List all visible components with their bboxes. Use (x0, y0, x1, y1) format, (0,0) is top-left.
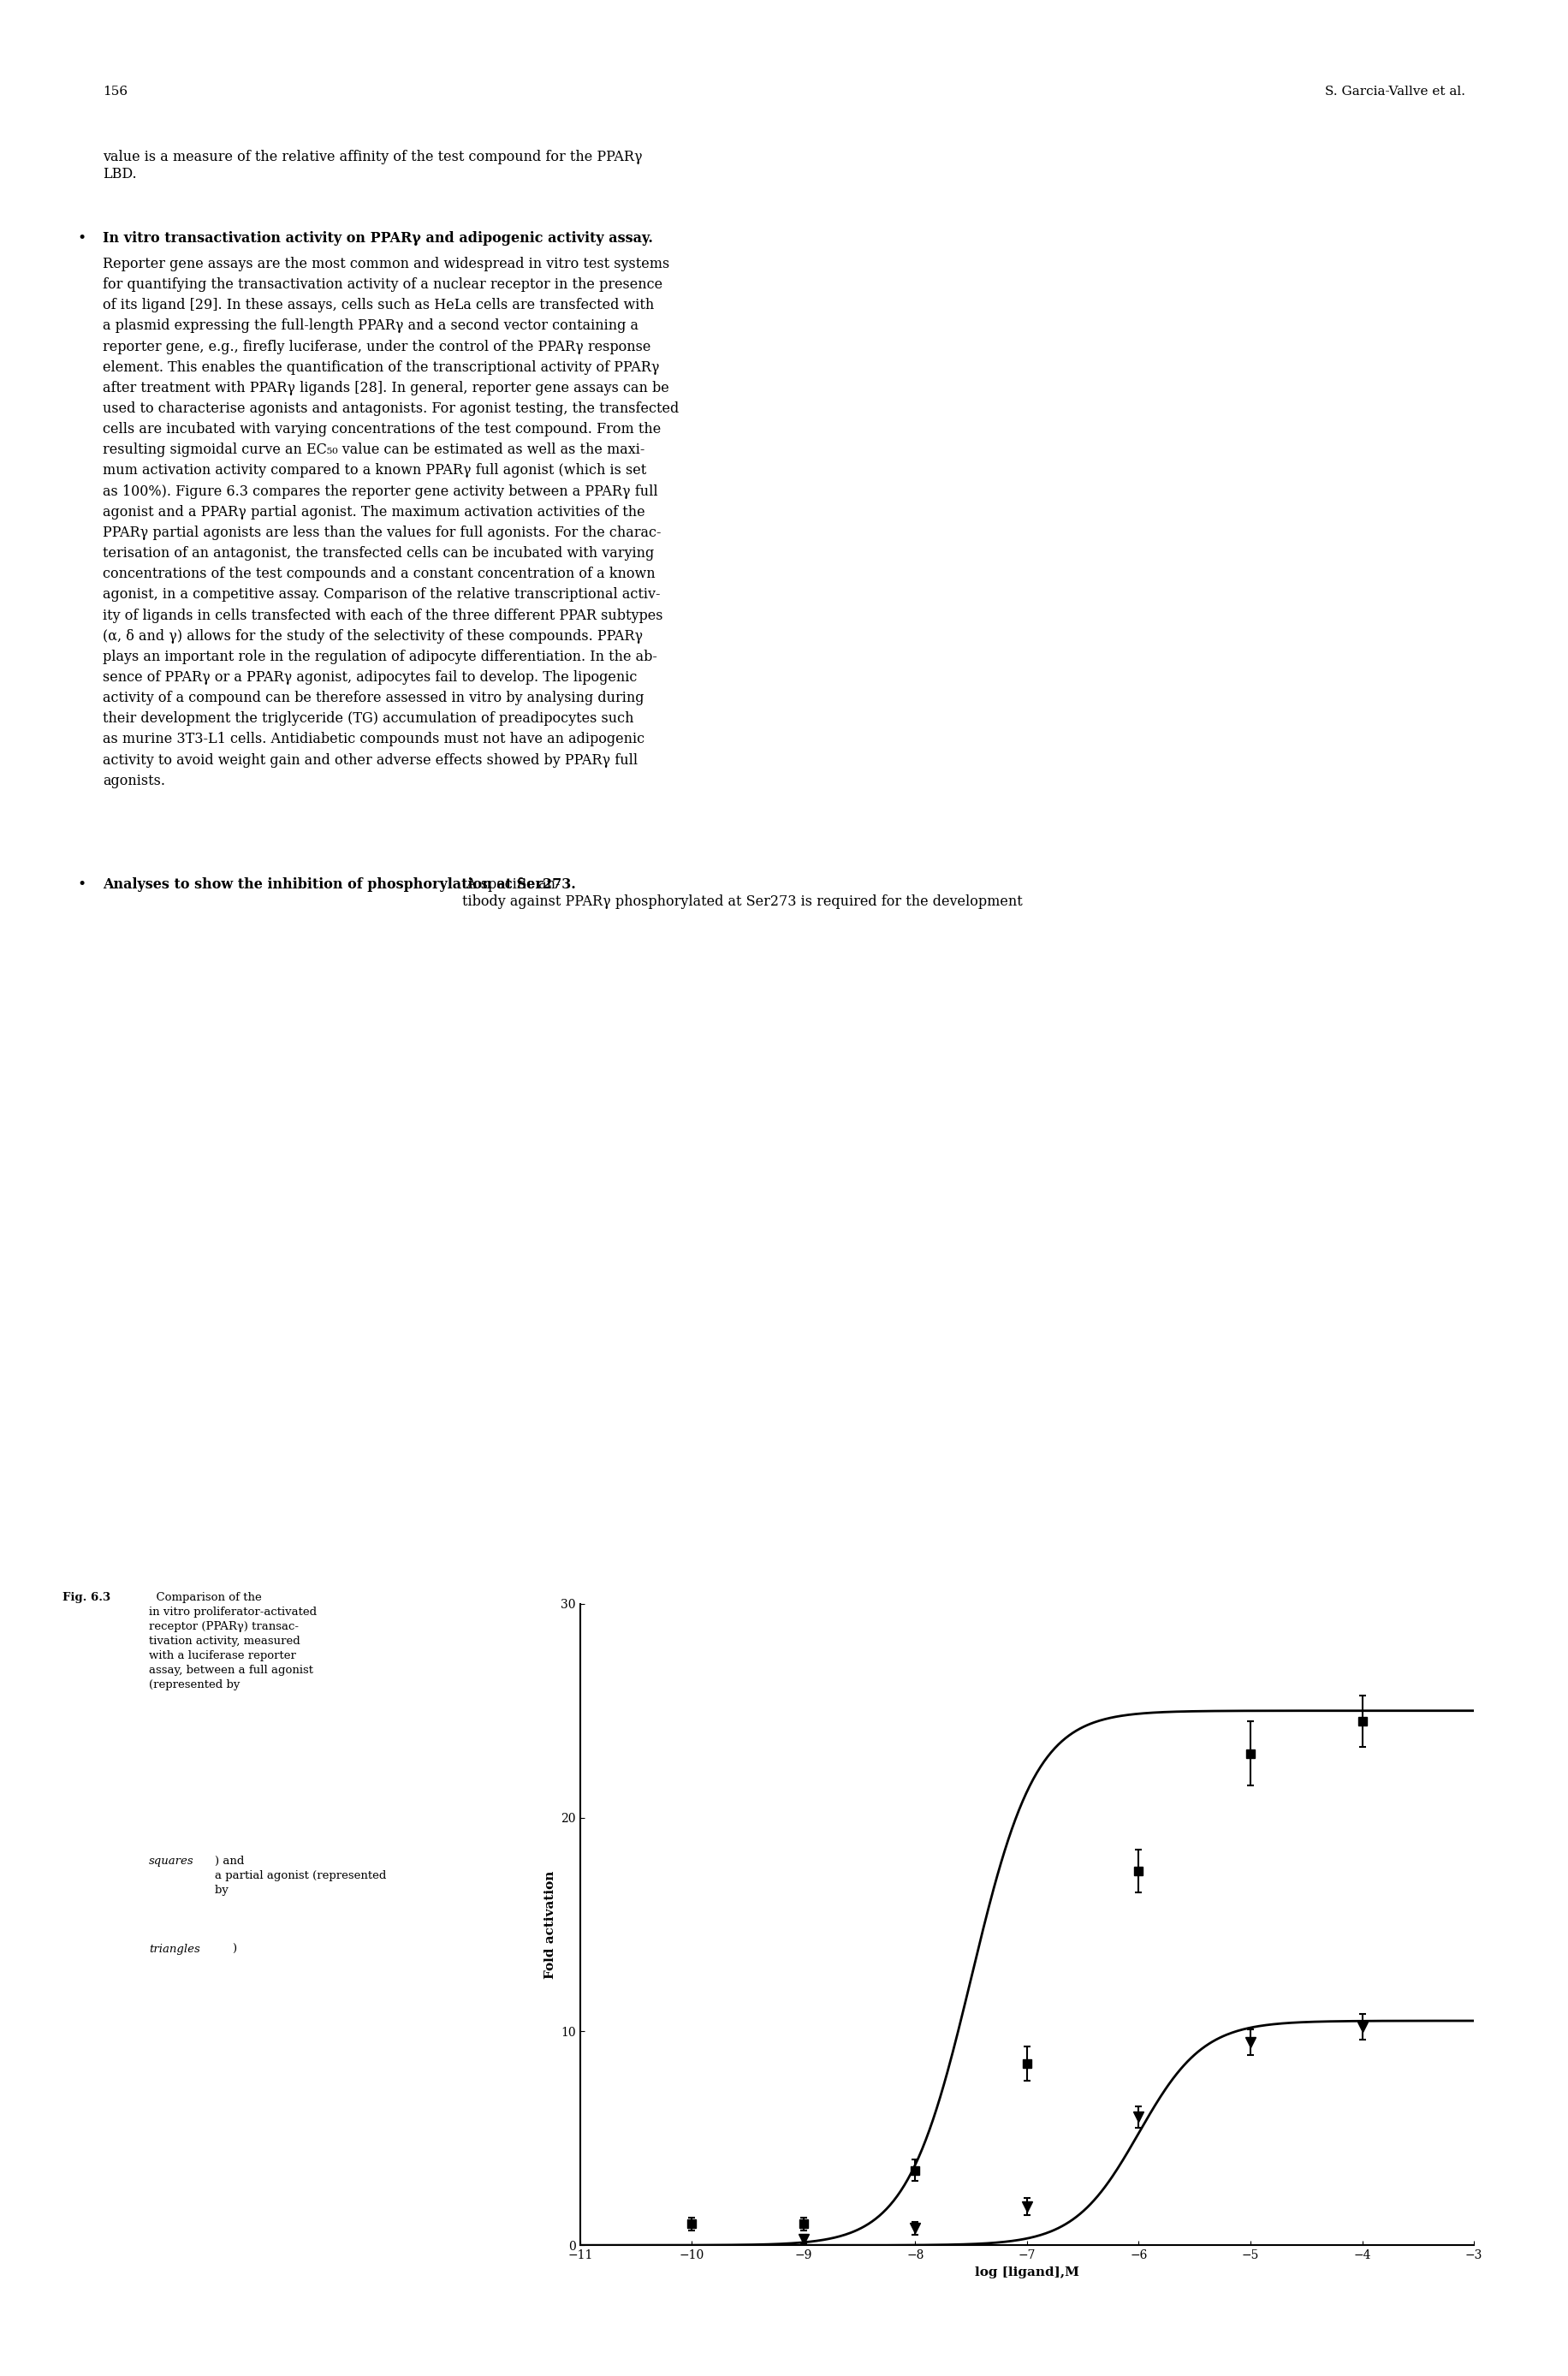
Text: Fig. 6.3: Fig. 6.3 (63, 1592, 111, 1604)
Text: S. Garcia-Vallve et al.: S. Garcia-Vallve et al. (1325, 86, 1465, 97)
Text: •: • (77, 230, 86, 245)
Text: Comparison of the
in vitro proliferator-activated
receptor (PPARγ) transac-
tiva: Comparison of the in vitro proliferator-… (149, 1592, 317, 1689)
Text: ): ) (232, 1944, 237, 1955)
X-axis label: log [ligand],M: log [ligand],M (975, 2267, 1079, 2279)
Y-axis label: Fold activation: Fold activation (544, 1870, 557, 1979)
Text: •: • (77, 877, 86, 891)
Text: In vitro transactivation activity on PPARγ and adipogenic activity assay.: In vitro transactivation activity on PPA… (103, 230, 652, 245)
Text: 156: 156 (103, 86, 127, 97)
Text: ) and
a partial agonist (represented
by: ) and a partial agonist (represented by (215, 1856, 386, 1896)
Text: triangles: triangles (149, 1944, 201, 1955)
Text: squares: squares (149, 1856, 194, 1868)
Text: Reporter gene assays are the most common and widespread in vitro test systems
fo: Reporter gene assays are the most common… (103, 257, 679, 789)
Text: value is a measure of the relative affinity of the test compound for the PPARγ
L: value is a measure of the relative affin… (103, 150, 643, 181)
Text: Analyses to show the inhibition of phosphorylation at Ser273.: Analyses to show the inhibition of phosp… (103, 877, 575, 891)
Text: A specific an-
tibody against PPARγ phosphorylated at Ser273 is required for the: A specific an- tibody against PPARγ phos… (463, 877, 1022, 908)
